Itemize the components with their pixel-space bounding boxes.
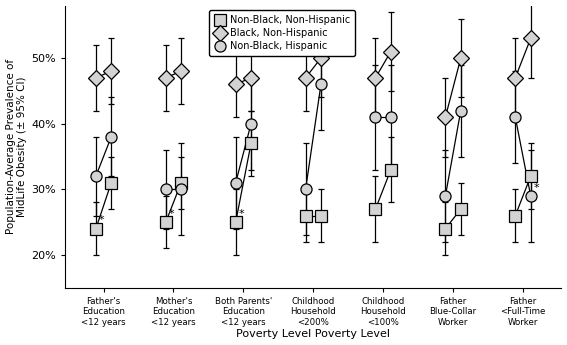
Text: *: * bbox=[168, 209, 174, 219]
Text: *: * bbox=[99, 216, 104, 226]
X-axis label: Poverty Level Poverty Level: Poverty Level Poverty Level bbox=[236, 329, 390, 339]
Text: *: * bbox=[534, 183, 539, 193]
Text: *: * bbox=[239, 209, 244, 219]
Legend: Non-Black, Non-Hispanic, Black, Non-Hispanic, Non-Black, Hispanic: Non-Black, Non-Hispanic, Black, Non-Hisp… bbox=[209, 10, 356, 56]
Y-axis label: Population-Average Prevalence of
MidLife Obesity (± 95% CI): Population-Average Prevalence of MidLife… bbox=[6, 59, 27, 234]
